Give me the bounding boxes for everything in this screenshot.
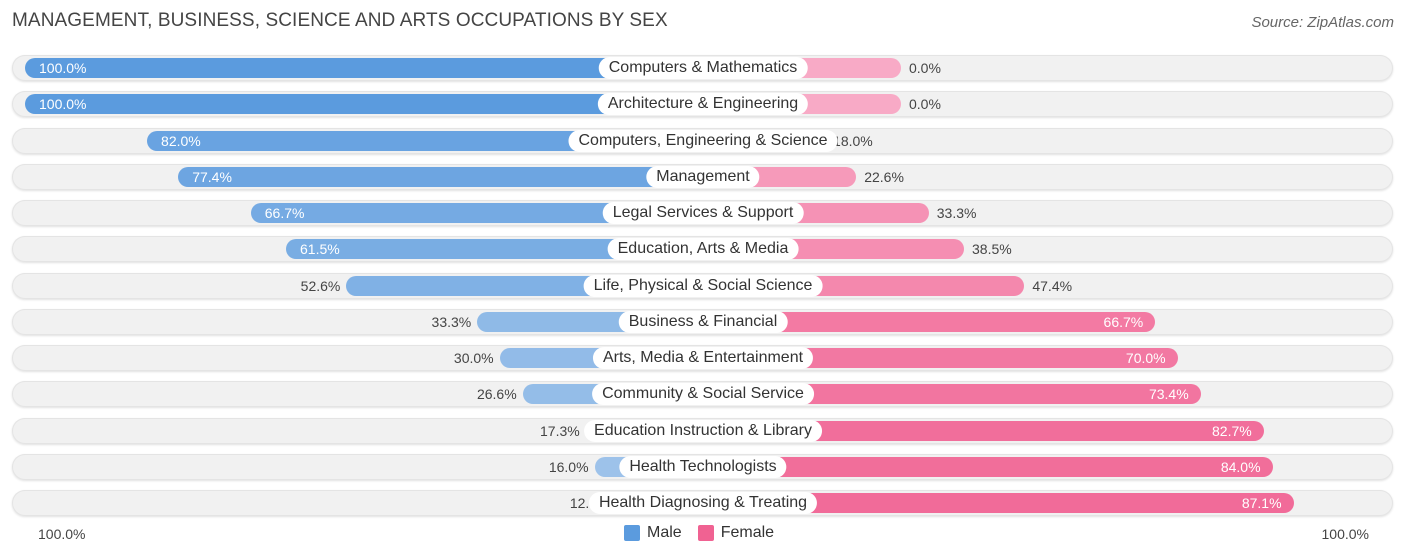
- source-attribution: Source: ZipAtlas.com: [1251, 14, 1394, 31]
- male-bar[interactable]: [25, 94, 703, 115]
- female-bar[interactable]: [703, 420, 1264, 441]
- male-value-label: 100.0%: [39, 60, 87, 76]
- female-value-label: 33.3%: [936, 205, 977, 221]
- legend: Male Female: [624, 524, 790, 542]
- category-label: Legal Services & Support: [602, 202, 804, 224]
- legend-item-female[interactable]: Female: [697, 524, 775, 542]
- female-bar[interactable]: [703, 456, 1273, 477]
- female-value-label: 73.4%: [1148, 386, 1189, 403]
- male-value-label: 30.0%: [453, 350, 494, 366]
- male-value-label: 16.0%: [548, 458, 589, 475]
- category-label: Architecture & Engineering: [597, 93, 809, 116]
- category-label: Health Technologists: [619, 455, 787, 478]
- male-bar[interactable]: [147, 130, 703, 151]
- male-value-label: 100.0%: [39, 96, 87, 113]
- category-label: Computers & Mathematics: [598, 57, 808, 79]
- male-value-label: 61.5%: [300, 241, 340, 258]
- female-value-label: 22.6%: [864, 168, 904, 185]
- female-bar[interactable]: [703, 384, 1201, 405]
- legend-label-female: Female: [720, 524, 775, 541]
- male-value-label: 66.7%: [264, 205, 305, 221]
- axis-left-label: 100.0%: [38, 526, 86, 542]
- category-label: Community & Social Service: [592, 383, 814, 406]
- male-value-label: 26.6%: [476, 386, 517, 403]
- category-label: Arts, Media & Entertainment: [592, 347, 814, 369]
- female-value-label: 47.4%: [1032, 277, 1073, 294]
- female-bar[interactable]: [703, 311, 1156, 332]
- category-label: Health Diagnosing & Treating: [588, 492, 818, 514]
- female-value-label: 82.7%: [1212, 422, 1252, 439]
- category-label: Education Instruction & Library: [584, 419, 822, 442]
- category-label: Management: [646, 165, 760, 188]
- male-bar[interactable]: [25, 58, 703, 78]
- female-value-label: 0.0%: [909, 60, 941, 76]
- legend-item-male[interactable]: Male: [624, 524, 682, 542]
- male-bar[interactable]: [286, 239, 703, 260]
- male-value-label: 77.4%: [192, 168, 232, 185]
- female-value-label: 84.0%: [1220, 458, 1261, 475]
- female-value-label: 87.1%: [1241, 495, 1282, 511]
- category-label: Business & Financial: [618, 310, 788, 333]
- category-label: Computers, Engineering & Science: [568, 129, 838, 152]
- male-value-label: 52.6%: [300, 277, 341, 294]
- female-value-label: 18.0%: [833, 132, 873, 149]
- female-value-label: 0.0%: [909, 96, 941, 113]
- axis-right-label: 100.0%: [1321, 526, 1369, 542]
- chart-title: MANAGEMENT, BUSINESS, SCIENCE AND ARTS O…: [12, 10, 668, 31]
- male-value-label: 82.0%: [161, 132, 201, 149]
- female-bar[interactable]: [703, 493, 1294, 513]
- female-value-label: 70.0%: [1125, 350, 1166, 366]
- category-label: Education, Arts & Media: [607, 238, 799, 261]
- female-bar[interactable]: [703, 348, 1178, 368]
- legend-label-male: Male: [647, 524, 682, 541]
- legend-swatch-female: [697, 525, 714, 541]
- male-value-label: 17.3%: [540, 422, 580, 439]
- female-value-label: 66.7%: [1103, 313, 1144, 330]
- male-bar[interactable]: [178, 166, 703, 187]
- male-bar[interactable]: [250, 203, 703, 223]
- category-label: Life, Physical & Social Science: [583, 274, 823, 297]
- legend-swatch-male: [624, 525, 640, 541]
- female-value-label: 38.5%: [972, 241, 1012, 258]
- male-value-label: 33.3%: [431, 313, 472, 330]
